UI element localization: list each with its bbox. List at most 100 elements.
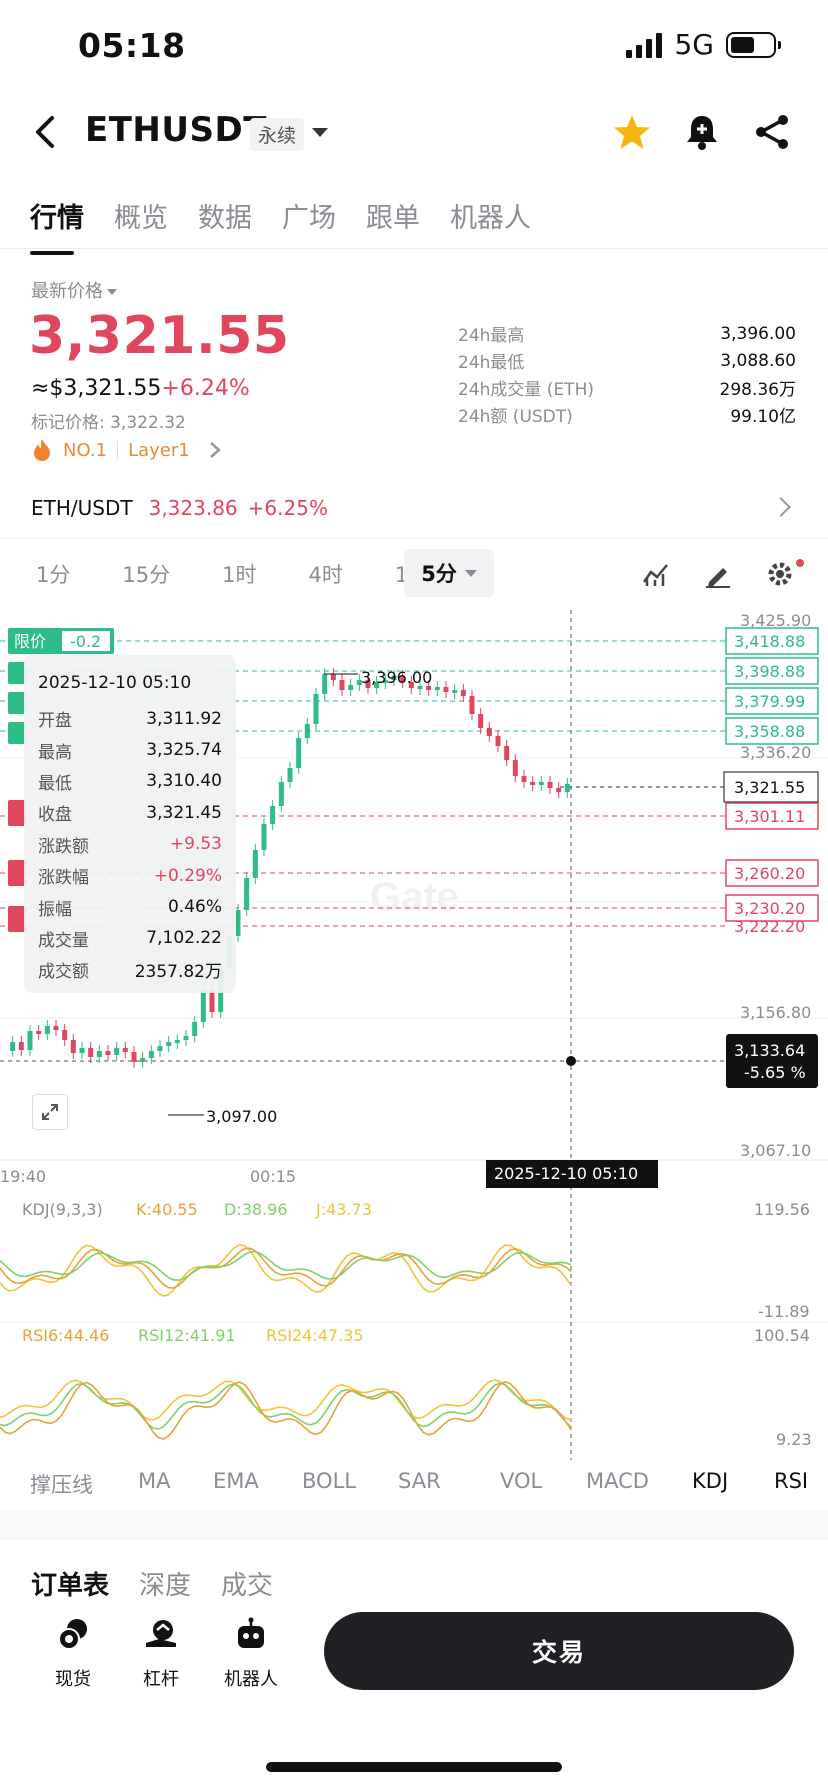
category-tag: Layer1 [128, 439, 190, 461]
tab-data[interactable]: 数据 [198, 203, 252, 234]
home-indicator [266, 1762, 562, 1772]
settings-gear-icon[interactable] [766, 560, 794, 588]
interval-1m[interactable]: 1分 [36, 563, 71, 587]
x-tick: 00:15 [250, 1167, 296, 1186]
crosshair-time: 2025-12-10 05:10 [494, 1164, 638, 1183]
candle-body [417, 686, 423, 689]
indicator-macd[interactable]: MACD [586, 1469, 649, 1493]
tooltip-value: 3,325.74 [146, 740, 222, 761]
nav-margin[interactable]: 杠杆 [116, 1617, 206, 1691]
kdj-max: 119.56 [754, 1200, 810, 1219]
candle-body [261, 824, 267, 850]
crosshair-pct: -5.65 % [744, 1063, 806, 1082]
pair-title[interactable]: ETHUSDT [85, 110, 267, 150]
nav-bot[interactable]: 机器人 [206, 1617, 296, 1691]
y-tick: 3,067.10 [740, 1141, 811, 1160]
price-change: +6.24% [161, 376, 250, 401]
coins-icon [58, 1619, 87, 1650]
interval-5m-selected[interactable]: 5分 [404, 549, 494, 597]
tooltip-value: 7,102.22 [146, 928, 222, 949]
back-arrow-icon[interactable] [28, 112, 64, 152]
rsi-min: 9.23 [776, 1430, 812, 1449]
candle-tooltip: 2025-12-10 05:10 开盘 3,311.92 最高 3,325.74 最… [24, 655, 236, 993]
chevron-right-icon[interactable] [771, 497, 791, 517]
candle-body [469, 696, 475, 714]
interval-15m[interactable]: 15分 [122, 563, 171, 587]
tab-square[interactable]: 广场 [282, 203, 336, 234]
buy-level-box [725, 802, 819, 830]
tag-row[interactable]: NO.1 Layer1 [31, 438, 222, 462]
limit-order-tag [8, 722, 26, 744]
fullscreen-button[interactable] [32, 1094, 68, 1130]
candle-body [200, 990, 206, 1022]
candle-body [374, 682, 380, 688]
tab-overview[interactable]: 概览 [114, 203, 168, 234]
tooltip-date: 2025-12-10 05:10 [38, 673, 192, 693]
limit-order-tag [8, 800, 26, 826]
tab-depth[interactable]: 深度 [139, 1571, 192, 1601]
nav-spot[interactable]: 现货 [28, 1617, 118, 1691]
latest-price-selector[interactable]: 最新价格 [31, 277, 117, 303]
candle-body [88, 1048, 94, 1057]
contract-type-badge: 永续 [250, 118, 305, 151]
share-icon[interactable] [752, 112, 792, 152]
draw-pen-icon[interactable] [704, 560, 732, 588]
stat-label: 24h最低 [458, 353, 525, 373]
favorite-star-icon[interactable] [612, 112, 652, 152]
buy-level: 3,260.20 [734, 864, 805, 883]
indicator-ma[interactable]: MA [138, 1469, 171, 1493]
candle-body [296, 738, 302, 768]
kdj-k: K:40.55 [136, 1200, 198, 1219]
spot-pair-row[interactable]: ETH/USDT 3,323.86 +6.25% [31, 496, 328, 520]
tooltip-value: 3,321.45 [146, 802, 222, 823]
tooltip-key: 涨跌额 [38, 836, 89, 857]
indicator-rsi[interactable]: RSI [774, 1469, 809, 1493]
kdj-j: J:43.73 [315, 1200, 372, 1219]
tab-bot[interactable]: 机器人 [450, 203, 531, 234]
candle-body [79, 1048, 85, 1053]
tab-copy-trading[interactable]: 跟单 [366, 203, 420, 234]
candle-body [521, 776, 527, 782]
indicator-kdj[interactable]: KDJ [692, 1469, 729, 1493]
price-alert-icon[interactable] [682, 112, 722, 152]
candle-body [131, 1052, 137, 1062]
tooltip-value: 3,311.92 [146, 708, 222, 729]
limit-order-tag [8, 906, 26, 932]
current-price-box [723, 771, 819, 803]
rsi12-line [0, 1382, 572, 1430]
candle-body [504, 746, 510, 760]
limit-order-tag [8, 662, 26, 684]
pair-dropdown-icon[interactable] [312, 128, 328, 137]
candle-body [27, 1031, 33, 1050]
indicator-vol[interactable]: VOL [500, 1469, 543, 1493]
tooltip-key: 振幅 [38, 899, 72, 920]
interval-1h[interactable]: 1时 [222, 563, 257, 587]
indicator-ema[interactable]: EMA [213, 1469, 259, 1493]
candle-body [564, 784, 570, 792]
candle-body [365, 680, 371, 688]
candle-body [356, 680, 362, 685]
spot-pair: ETH/USDT [31, 496, 133, 520]
interval-4h[interactable]: 4时 [308, 563, 343, 587]
indicator-support-resistance[interactable]: 撑压线 [30, 1473, 93, 1497]
kline-chart[interactable]: Gate 3,425.90 3,336.20 3,156.80 3,067.10… [0, 610, 828, 1460]
tab-orderbook[interactable]: 订单表 [31, 1571, 110, 1601]
buy-level: 3,230.20 [734, 899, 805, 918]
x-tick: 19:40 [0, 1167, 46, 1186]
nav-bot-label: 机器人 [224, 1669, 278, 1690]
sell-level: 3,358.88 [734, 722, 805, 741]
trade-button[interactable]: 交易 [324, 1612, 794, 1690]
stat-value: 99.10亿 [730, 407, 796, 427]
kdj-d-line [0, 1250, 572, 1282]
crosshair-dot [566, 1056, 576, 1066]
candle-body [348, 685, 354, 690]
candle-body [452, 690, 458, 693]
tab-market[interactable]: 行情 [30, 196, 84, 255]
indicator-chart-icon[interactable] [642, 560, 670, 588]
indicator-boll[interactable]: BOLL [302, 1469, 356, 1493]
candle-body [166, 1042, 172, 1046]
limit-order-label: 限价 [14, 632, 46, 651]
indicator-sar[interactable]: SAR [398, 1469, 441, 1493]
tab-trades[interactable]: 成交 [221, 1571, 274, 1601]
candle-body [512, 760, 518, 776]
